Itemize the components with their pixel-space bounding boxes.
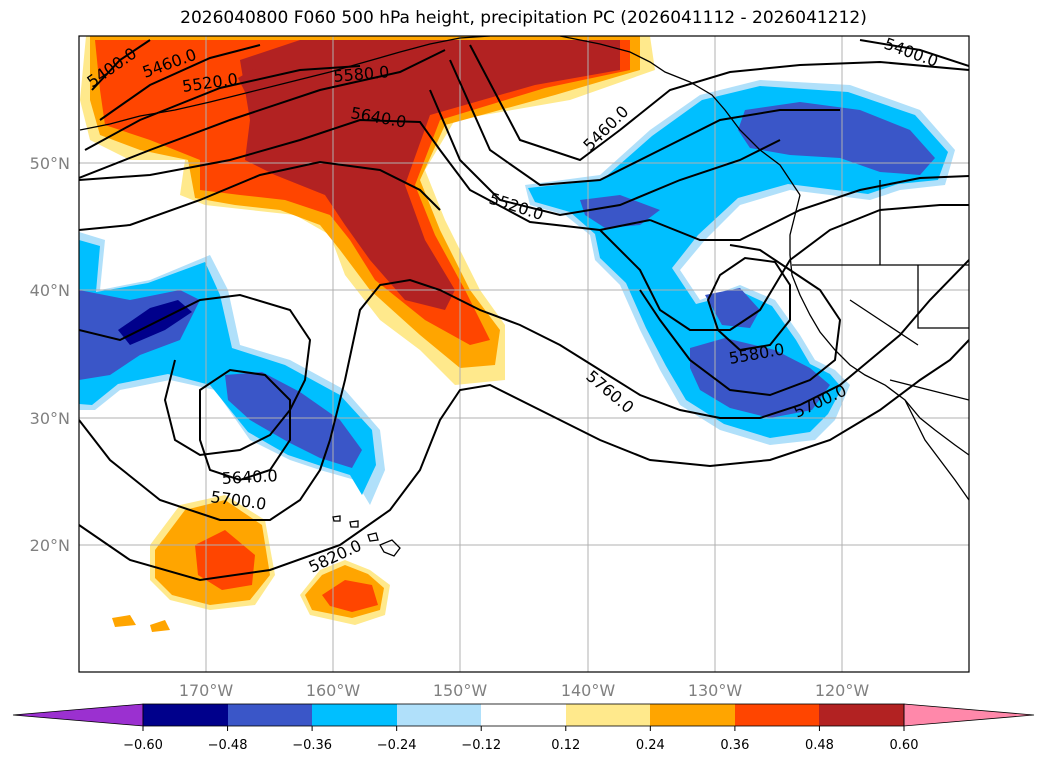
mexico-border [889, 379, 969, 401]
colorbar-tick-label: 0.24 [636, 738, 665, 753]
colorbar-tick-label: −0.60 [123, 738, 163, 753]
longitude-label: 150°W [433, 681, 488, 700]
contour-5520-north [429, 89, 781, 217]
longitude-labels: 170°W 160°W 150°W 140°W 130°W 120°W [179, 681, 870, 700]
contour-5700-west [79, 293, 312, 457]
contour-5460-west [99, 44, 261, 121]
colorbar-tick-label: 0.36 [720, 738, 749, 753]
colorbar-tick-label: −0.36 [292, 738, 332, 753]
contour-5400-east [469, 44, 969, 162]
longitude-label: 130°W [688, 681, 743, 700]
map-area: 5400.0 5460.0 5520.0 5580.0 5640.0 5400.… [79, 36, 969, 672]
colorbar-segment [566, 704, 650, 726]
contour-5400-ne [859, 39, 969, 67]
latitude-labels: 50°N 40°N 30°N 20°N [30, 154, 70, 555]
contour-5700-coast [79, 259, 969, 521]
hawaii-maui [367, 532, 379, 542]
longitude-label: 140°W [561, 681, 616, 700]
graticule [79, 36, 969, 672]
colorbar-tick-label: 0.60 [890, 738, 919, 753]
contour-label: 5640.0 [221, 466, 278, 488]
colorbar-tick-label: −0.48 [208, 738, 248, 753]
longitude-label: 160°W [306, 681, 361, 700]
contour-5520-coast [599, 204, 969, 331]
latitude-label: 40°N [30, 281, 70, 300]
colorbar-segment [650, 704, 735, 726]
colorbar: −0.60 −0.48 −0.36 −0.24 −0.12 0.12 0.24 0.36 0.4… [12, 703, 1035, 753]
latitude-label: 50°N [30, 154, 70, 173]
colorbar-segment [312, 704, 397, 726]
contour-5640-1 [79, 160, 441, 231]
colorbar-segment [397, 704, 481, 726]
state-border-3 [849, 299, 919, 346]
map-title: 2026040800 F060 500 hPa height, precipit… [180, 8, 867, 28]
contour-5460-coast [649, 175, 969, 241]
colorbar-tick-label: 0.48 [805, 738, 834, 753]
contour-5460-north [449, 59, 840, 187]
longitude-label: 120°W [815, 681, 870, 700]
contour-label: 5580.0 [333, 62, 390, 86]
contour-5400-west [91, 39, 151, 91]
colorbar-frame [142, 703, 905, 727]
colorbar-tick-label: −0.24 [377, 738, 417, 753]
colorbar-tick-label: −0.12 [461, 738, 501, 753]
alaska-peninsula-coastline [79, 36, 491, 131]
hawaii-kauai [332, 515, 341, 522]
colorbar-ticks: −0.60 −0.48 −0.36 −0.24 −0.12 0.12 0.24 0.36 0.4… [123, 726, 918, 753]
hawaii-oahu [349, 520, 359, 528]
colorbar-segment [481, 704, 566, 726]
map-frame [78, 35, 970, 673]
contour-5580-west [79, 49, 446, 179]
contour-5520-west [84, 65, 361, 151]
colorbar-extend-high [903, 703, 1035, 727]
contour-5760-subtropic [79, 339, 969, 582]
colorbar-tick-label: 0.12 [551, 738, 580, 753]
south-alaska-coastline [559, 36, 801, 196]
colorbar-segment [228, 704, 312, 726]
state-border-2 [917, 265, 969, 329]
contour-5640-2 [79, 118, 651, 232]
hawaii-big-island [379, 539, 401, 557]
longitude-label: 170°W [179, 681, 234, 700]
height-contours [79, 39, 969, 582]
colorbar-extend-low [12, 703, 144, 727]
north-america-west-coastline [789, 194, 969, 456]
colorbar-segment [735, 704, 819, 726]
colorbar-segment [143, 704, 228, 726]
negative-anomaly-northeast-pacific [525, 80, 955, 445]
contour-5640-low [199, 368, 291, 482]
coastlines [79, 36, 969, 557]
contour-5580-closed [706, 256, 791, 352]
baja-coastline [904, 399, 969, 501]
latitude-label: 30°N [30, 409, 70, 428]
colorbar-segment [819, 704, 904, 726]
latitude-label: 20°N [30, 536, 70, 555]
